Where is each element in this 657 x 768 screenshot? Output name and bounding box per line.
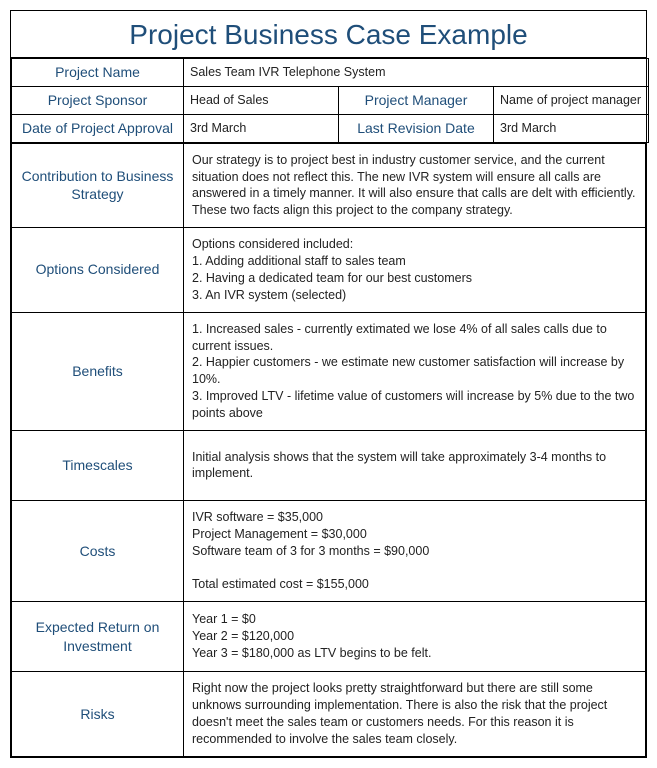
- label-project-name: Project Name: [12, 59, 184, 87]
- label-contribution: Contribution to Business Strategy: [12, 143, 184, 228]
- label-last-revision: Last Revision Date: [339, 114, 494, 142]
- value-project-sponsor: Head of Sales: [184, 86, 339, 114]
- label-benefits: Benefits: [12, 312, 184, 430]
- business-case-document: Project Business Case Example Project Na…: [10, 10, 647, 758]
- label-risks: Risks: [12, 672, 184, 757]
- value-project-name: Sales Team IVR Telephone System: [184, 59, 649, 87]
- body-contribution: Our strategy is to project best in indus…: [184, 143, 646, 228]
- value-approval-date: 3rd March: [184, 114, 339, 142]
- row-roi: Expected Return on Investment Year 1 = $…: [12, 602, 646, 672]
- body-costs: IVR software = $35,000 Project Managemen…: [184, 500, 646, 601]
- label-timescales: Timescales: [12, 430, 184, 500]
- row-risks: Risks Right now the project looks pretty…: [12, 672, 646, 757]
- body-benefits: 1. Increased sales - currently extimated…: [184, 312, 646, 430]
- label-options: Options Considered: [12, 228, 184, 313]
- label-roi: Expected Return on Investment: [12, 602, 184, 672]
- row-sponsor-manager: Project Sponsor Head of Sales Project Ma…: [12, 86, 649, 114]
- body-risks: Right now the project looks pretty strai…: [184, 672, 646, 757]
- sections-table: Contribution to Business Strategy Our st…: [11, 143, 646, 757]
- value-project-manager: Name of project manager: [494, 86, 649, 114]
- row-timescales: Timescales Initial analysis shows that t…: [12, 430, 646, 500]
- document-title: Project Business Case Example: [11, 11, 646, 58]
- header-table: Project Name Sales Team IVR Telephone Sy…: [11, 58, 649, 143]
- label-costs: Costs: [12, 500, 184, 601]
- row-options: Options Considered Options considered in…: [12, 228, 646, 313]
- label-project-manager: Project Manager: [339, 86, 494, 114]
- row-contribution: Contribution to Business Strategy Our st…: [12, 143, 646, 228]
- row-costs: Costs IVR software = $35,000 Project Man…: [12, 500, 646, 601]
- label-project-sponsor: Project Sponsor: [12, 86, 184, 114]
- body-roi: Year 1 = $0 Year 2 = $120,000 Year 3 = $…: [184, 602, 646, 672]
- row-dates: Date of Project Approval 3rd March Last …: [12, 114, 649, 142]
- body-timescales: Initial analysis shows that the system w…: [184, 430, 646, 500]
- row-project-name: Project Name Sales Team IVR Telephone Sy…: [12, 59, 649, 87]
- value-last-revision: 3rd March: [494, 114, 649, 142]
- row-benefits: Benefits 1. Increased sales - currently …: [12, 312, 646, 430]
- label-approval-date: Date of Project Approval: [12, 114, 184, 142]
- body-options: Options considered included: 1. Adding a…: [184, 228, 646, 313]
